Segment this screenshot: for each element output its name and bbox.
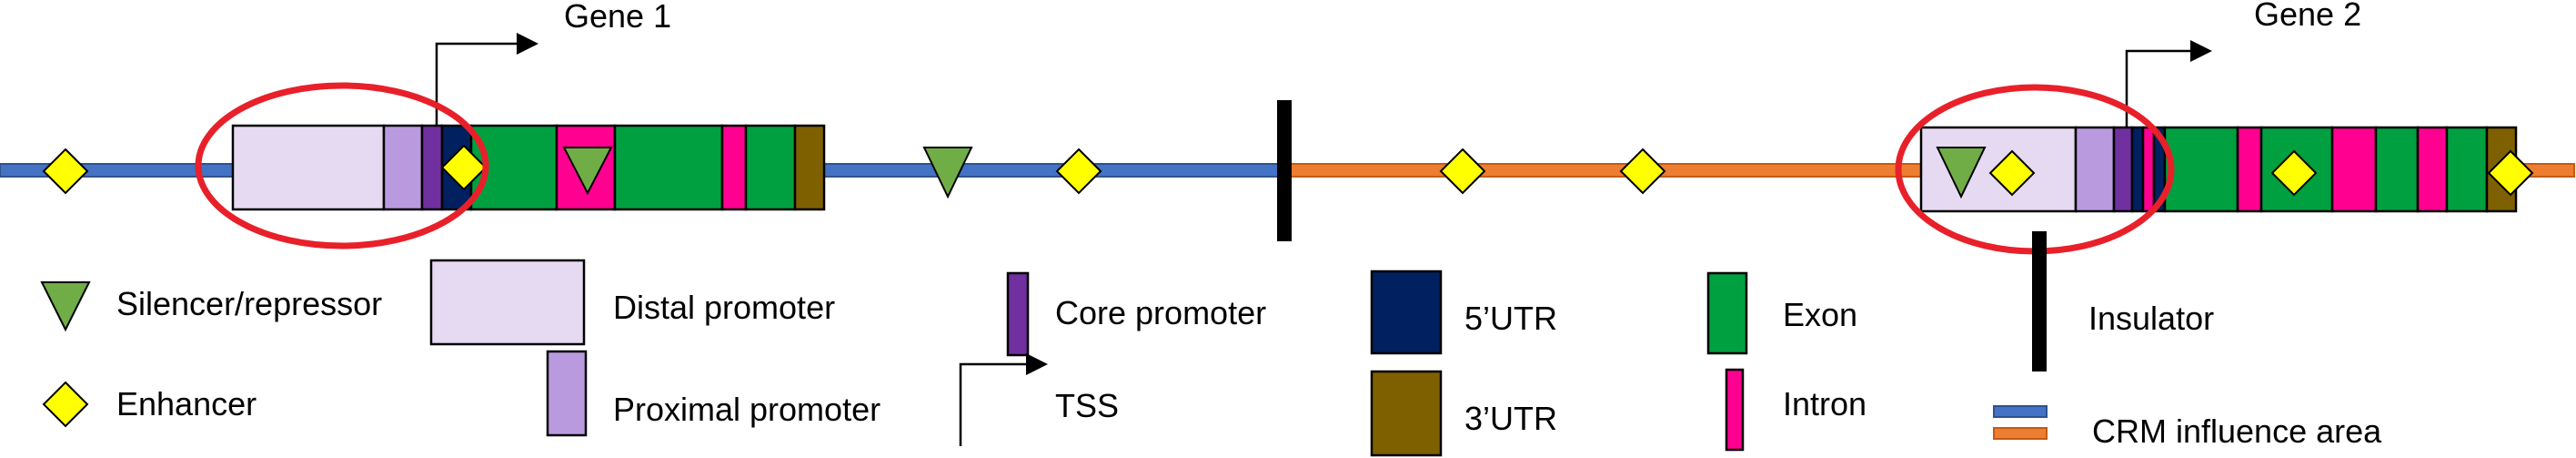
utr3-gene-1 <box>793 124 826 211</box>
legend-crm-blue-swatch <box>1993 405 2048 418</box>
legend-exon-swatch <box>1706 271 1748 355</box>
gene-1-label: Gene 1 <box>564 0 671 35</box>
tss-arrow-gene-1 <box>435 33 538 126</box>
legend-insulator-label: Insulator <box>2088 300 2214 337</box>
enhancer-icon <box>42 148 89 195</box>
legend-proximal-promoter-swatch <box>546 350 588 437</box>
gene-1-region: Gene 1 <box>231 0 826 211</box>
legend-exon-label: Exon <box>1783 296 1857 333</box>
legend-silencer-label: Silencer/repressor <box>116 285 382 322</box>
legend-utr3-swatch <box>1370 370 1443 457</box>
legend-core-promoter-swatch <box>1006 271 1030 357</box>
legend-distal-promoter-swatch <box>429 259 586 346</box>
gene-2-region: Gene 2 <box>1919 0 2518 213</box>
intron-gene-2-a <box>2141 126 2156 213</box>
gene-2-label: Gene 2 <box>2254 0 2361 33</box>
exon-3-gene-2 <box>2374 126 2420 213</box>
tss-arrow-gene-2 <box>2125 40 2212 127</box>
silencers <box>562 147 1987 199</box>
legend: Silencer/repressor Enhancer Distal promo… <box>40 231 2382 457</box>
distal-promoter-gene-1 <box>231 124 386 211</box>
distal-promoter-gene-2 <box>1919 126 2078 213</box>
legend-crm-orange-swatch <box>1993 427 2048 440</box>
exon-2-gene-1 <box>613 124 724 211</box>
legend-enhancer-icon <box>42 381 89 428</box>
proximal-promoter-gene-2 <box>2074 126 2116 213</box>
proximal-promoter-gene-1 <box>382 124 424 211</box>
core-promoter-gene-2 <box>2112 126 2134 213</box>
intron-3-gene-2 <box>2416 126 2449 213</box>
exon-4-gene-2 <box>2445 126 2489 213</box>
enhancer-icon <box>440 144 488 191</box>
exon-3-gene-1 <box>744 124 797 211</box>
legend-silencer-icon <box>40 281 91 332</box>
legend-proximal-promoter-label: Proximal promoter <box>613 391 880 428</box>
enhancer-icon <box>2487 149 2534 197</box>
enhancer-icon <box>1055 148 1102 195</box>
legend-tss-label: TSS <box>1055 387 1119 424</box>
core-promoter-gene-1 <box>420 124 444 211</box>
intron-2-gene-2 <box>2330 126 2378 213</box>
silencer-icon <box>562 147 613 196</box>
utr5-gene-2-a <box>2130 126 2145 213</box>
legend-utr3-label: 3’UTR <box>1464 400 1557 437</box>
promoter-highlight-ellipse-gene-1 <box>195 82 489 249</box>
exon-1-gene-2 <box>2163 126 2239 213</box>
silencer-icon <box>922 147 973 199</box>
silencer-icon <box>1936 147 1987 199</box>
enhancer-icon <box>1988 149 2036 197</box>
intron-1-gene-2 <box>2236 126 2263 213</box>
legend-distal-promoter-label: Distal promoter <box>613 289 835 326</box>
legend-insulator-swatch <box>2032 231 2047 371</box>
intron-2-gene-1 <box>720 124 748 211</box>
legend-intron-label: Intron <box>1783 385 1867 422</box>
enhancer-icon <box>2270 149 2318 197</box>
insulator-bar <box>1277 100 1292 241</box>
enhancers <box>42 144 2534 197</box>
legend-utr5-swatch <box>1370 270 1443 355</box>
legend-crm-area-label: CRM influence area <box>2092 412 2382 450</box>
enhancer-icon <box>1439 148 1486 195</box>
legend-tss-arrow-icon <box>959 353 1048 446</box>
legend-intron-swatch <box>1725 368 1745 452</box>
legend-utr5-label: 5’UTR <box>1464 300 1557 337</box>
enhancer-icon <box>1619 148 1666 195</box>
legend-core-promoter-label: Core promoter <box>1055 294 1266 331</box>
legend-enhancer-label: Enhancer <box>116 385 257 422</box>
